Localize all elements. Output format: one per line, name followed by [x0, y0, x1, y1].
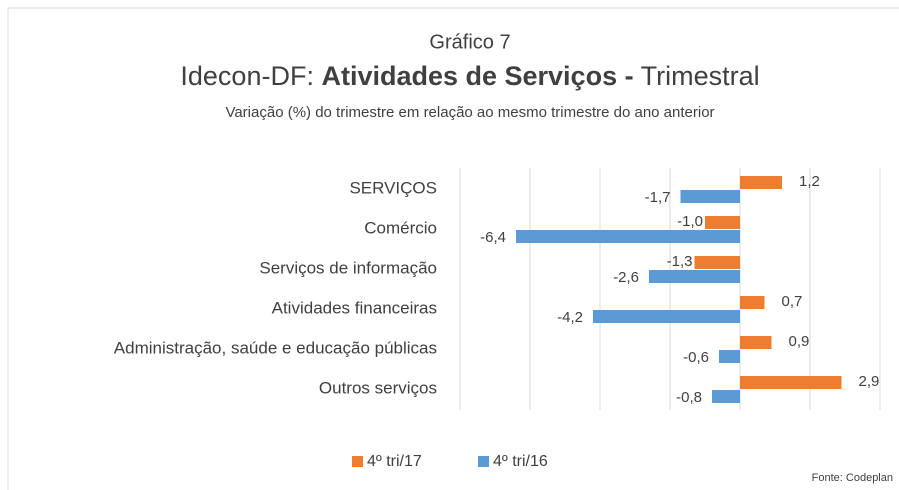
- data-label: 1,2: [799, 173, 820, 190]
- y-tick-label: SERVIÇOS: [349, 178, 437, 197]
- chart-frame: [7, 7, 899, 490]
- bar: [649, 270, 740, 283]
- title-bold: Atividades de Serviços -: [321, 61, 633, 91]
- bar: [593, 310, 740, 323]
- data-label: -6,4: [480, 229, 506, 246]
- bar: [740, 376, 842, 389]
- chart-caption: Gráfico 7: [429, 31, 510, 53]
- y-tick-label: Outros serviços: [319, 378, 437, 397]
- bar: [705, 216, 740, 229]
- title-suffix: Trimestral: [634, 61, 760, 91]
- bar: [516, 230, 740, 243]
- bar: [740, 176, 782, 189]
- data-label: -0,8: [676, 389, 702, 406]
- data-label: 2,9: [859, 373, 880, 390]
- data-label: 0,7: [782, 293, 803, 310]
- legend-label: 4º tri/16: [493, 453, 548, 470]
- chart-subtitle: Variação (%) do trimestre em relação ao …: [225, 104, 714, 121]
- y-tick-label: Atividades financeiras: [272, 298, 437, 317]
- y-tick-label: Administração, saúde e educação públicas: [114, 338, 437, 357]
- legend-swatch: [352, 456, 363, 467]
- bar: [719, 350, 740, 363]
- bar: [712, 390, 740, 403]
- source: Fonte: Codeplan: [812, 472, 893, 484]
- data-label: -0,6: [683, 349, 709, 366]
- legend-label: 4º tri/17: [367, 453, 422, 470]
- legend-swatch: [478, 456, 489, 467]
- chart-title: Idecon-DF: Atividades de Serviços - Trim…: [180, 61, 759, 91]
- data-label: -4,2: [557, 309, 583, 326]
- data-label: -1,3: [667, 253, 693, 270]
- bar: [740, 336, 772, 349]
- data-label: -2,6: [613, 269, 639, 286]
- data-label: -1,0: [677, 213, 703, 230]
- title-prefix: Idecon-DF:: [180, 61, 321, 91]
- data-label: 0,9: [789, 333, 810, 350]
- bar: [740, 296, 765, 309]
- bar: [694, 256, 740, 269]
- y-tick-label: Serviços de informação: [259, 258, 437, 277]
- bar: [680, 190, 740, 203]
- y-tick-label: Comércio: [364, 218, 437, 237]
- data-label: -1,7: [645, 189, 671, 206]
